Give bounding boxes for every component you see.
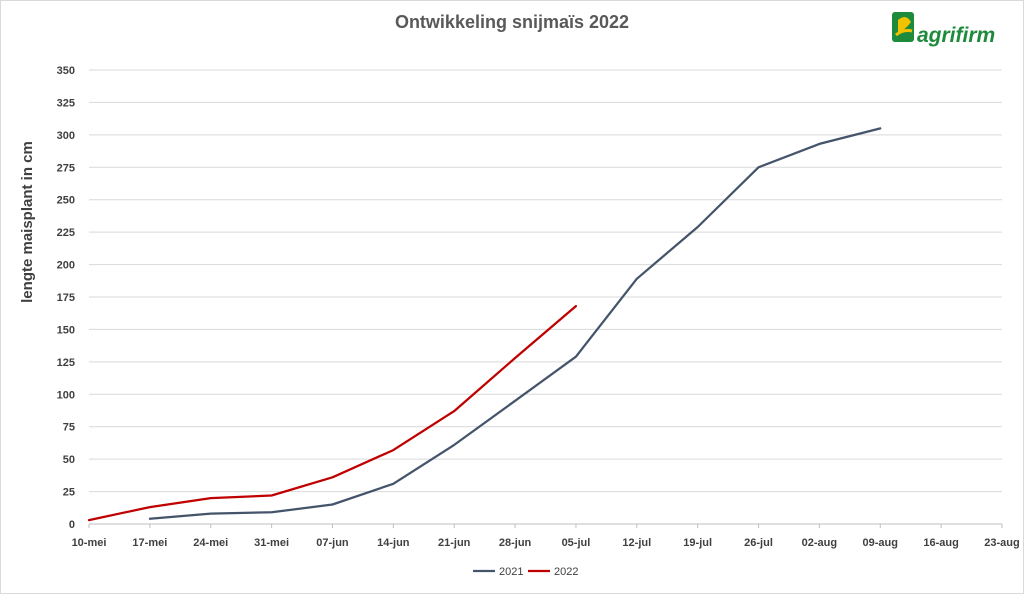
- data-point-2022: [209, 496, 213, 500]
- y-tick-label: 0: [69, 519, 75, 531]
- data-point-2021: [695, 225, 699, 229]
- data-point-2021: [513, 399, 517, 403]
- data-point-2021: [756, 165, 760, 169]
- data-point-2022: [330, 475, 334, 479]
- logo-leaf-icon: [898, 16, 911, 33]
- x-tick-label: 23-aug: [984, 537, 1019, 549]
- y-tick-label: 25: [63, 487, 75, 499]
- x-tick-label: 14-jun: [377, 537, 410, 549]
- x-axis-ticks: 10-mei 17-mei 24-mei 31-mei 07-jun 14-jun 21-j…: [72, 524, 1020, 549]
- data-point-2022: [391, 448, 395, 452]
- data-point-2021: [391, 482, 395, 486]
- data-point-2021: [269, 510, 273, 514]
- data-point-2022: [87, 518, 91, 522]
- x-tick-label: 24-mei: [193, 537, 228, 549]
- data-point-2021: [209, 511, 213, 515]
- y-tick-label: 275: [57, 162, 75, 174]
- y-tick-label: 200: [57, 260, 75, 272]
- data-point-2021: [574, 354, 578, 358]
- data-point-2021: [817, 142, 821, 146]
- y-tick-label: 225: [57, 227, 75, 239]
- x-tick-label: 02-aug: [802, 537, 837, 549]
- x-tick-label: 17-mei: [132, 537, 167, 549]
- y-tick-label: 50: [63, 454, 75, 466]
- legend-label: 2021: [499, 566, 523, 578]
- x-tick-label: 07-jun: [316, 537, 349, 549]
- x-tick-label: 09-aug: [863, 537, 898, 549]
- y-tick-label: 250: [57, 195, 75, 207]
- y-tick-label: 175: [57, 292, 75, 304]
- x-tick-label: 31-mei: [254, 537, 289, 549]
- agrifirm-logo: agrifirm: [892, 12, 995, 47]
- y-axis-ticks: 0 25 50 75 100 125 150 175 200 225 250 275 300 325 350: [57, 65, 75, 531]
- x-tick-label: 16-aug: [923, 537, 958, 549]
- y-tick-label: 150: [57, 324, 75, 336]
- legend: 2021 2022: [473, 566, 578, 578]
- data-point-2022: [148, 505, 152, 509]
- data-point-2021: [148, 517, 152, 521]
- x-tick-label: 19-jul: [683, 537, 712, 549]
- x-tick-label: 28-jun: [499, 537, 532, 549]
- legend-entry-2021: 2021: [473, 566, 523, 578]
- data-point-2022: [269, 493, 273, 497]
- series-line-2021: [148, 127, 882, 520]
- x-tick-label: 26-jul: [744, 537, 773, 549]
- gridlines: [89, 69, 1002, 525]
- legend-label: 2022: [554, 566, 578, 578]
- y-tick-label: 350: [57, 65, 75, 77]
- logo-text: agrifirm: [917, 24, 995, 47]
- data-point-2021: [330, 502, 334, 506]
- y-axis-label: lengte maisplant in cm: [19, 141, 36, 303]
- logo-swoosh-icon: [895, 29, 913, 37]
- y-tick-label: 75: [63, 422, 75, 434]
- series-line-2022: [87, 304, 578, 522]
- legend-entry-2022: 2022: [528, 566, 578, 578]
- y-tick-label: 125: [57, 357, 75, 369]
- y-tick-label: 300: [57, 130, 75, 142]
- data-point-2022: [513, 356, 517, 360]
- x-tick-label: 21-jun: [438, 537, 471, 549]
- chart-title: Ontwikkeling snijmaïs 2022: [395, 12, 629, 32]
- x-tick-label: 05-jul: [562, 537, 591, 549]
- data-point-2021: [635, 277, 639, 281]
- x-tick-label: 12-jul: [622, 537, 651, 549]
- y-tick-label: 325: [57, 97, 75, 109]
- series-lines: [87, 126, 882, 522]
- x-tick-label: 10-mei: [72, 537, 107, 549]
- y-tick-label: 100: [57, 389, 75, 401]
- data-point-2022: [574, 304, 578, 308]
- data-point-2022: [452, 409, 456, 413]
- data-point-2021: [878, 126, 882, 130]
- data-point-2021: [452, 443, 456, 447]
